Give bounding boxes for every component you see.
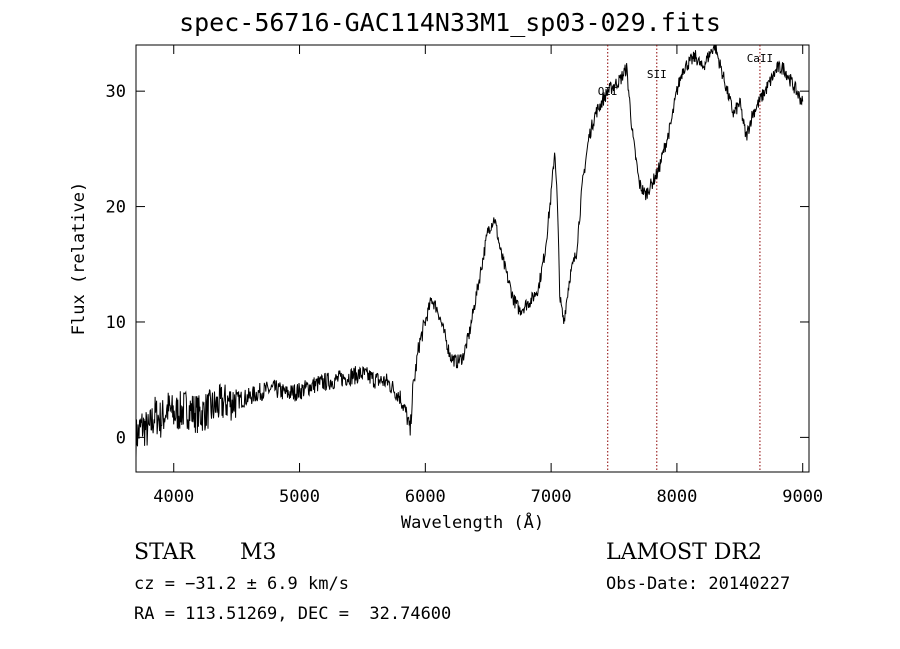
coordinates: RA = 113.51269, DEC = 32.74600 [134, 604, 452, 624]
x-tick-label: 4000 [153, 487, 194, 507]
y-tick-label: 10 [106, 313, 126, 333]
redshift-cz: cz = −31.2 ± 6.9 km/s [134, 574, 349, 594]
x-tick-label: 8000 [656, 487, 697, 507]
x-tick-label: 6000 [405, 487, 446, 507]
object-class: STAR [134, 540, 195, 565]
object-subclass: M3 [240, 540, 277, 565]
line-marker-label: CaII [747, 52, 774, 65]
line-marker-label: SII [647, 68, 667, 81]
y-axis-label: Flux (relative) [69, 182, 89, 336]
y-tick-label: 0 [116, 428, 126, 448]
x-tick-label: 9000 [782, 487, 823, 507]
y-tick-label: 20 [106, 198, 126, 218]
observation-date: Obs-Date: 20140227 [606, 574, 791, 594]
plot-title: spec-56716-GAC114N33M1_sp03-029.fits [179, 8, 721, 37]
plot-frame [135, 44, 810, 473]
x-tick-label: 5000 [279, 487, 320, 507]
y-tick-label: 30 [106, 82, 126, 102]
axis-ticks: 4000 5000 6000 7000 8000 9000 0 10 20 30 [106, 45, 823, 507]
x-axis-label: Wavelength (Å) [401, 511, 544, 533]
survey-name: LAMOST DR2 [606, 540, 762, 565]
x-tick-label: 7000 [531, 487, 572, 507]
spectrum-line [135, 44, 804, 458]
